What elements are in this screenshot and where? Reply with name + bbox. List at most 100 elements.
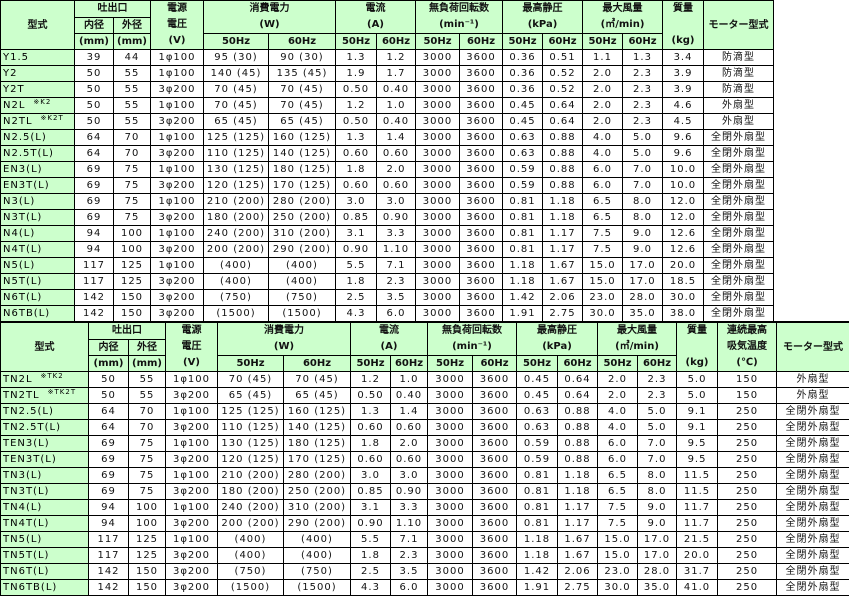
data-cell: 3000: [428, 564, 473, 580]
data-cell: 全閉外扇型: [777, 420, 849, 436]
data-cell: 180 (125): [284, 436, 351, 452]
data-cell: 50: [75, 114, 114, 130]
data-cell: 110 (125): [204, 146, 269, 162]
data-cell: 180 (200): [218, 484, 284, 500]
model-name: TN4T(L): [3, 518, 49, 529]
header-speed: 無負荷回転数(min⁻¹): [416, 1, 503, 34]
data-cell: 0.63: [503, 130, 543, 146]
data-cell: 1.4: [377, 130, 416, 146]
data-cell: 2.0: [377, 162, 416, 178]
data-cell: (1500): [269, 306, 336, 322]
data-cell: 94: [89, 516, 129, 532]
data-cell: 0.51: [543, 50, 583, 66]
data-cell: (1500): [218, 580, 284, 596]
data-cell: 3000: [416, 98, 460, 114]
data-cell: 3000: [416, 194, 460, 210]
data-cell: 3600: [473, 468, 517, 484]
data-cell: 0.59: [517, 436, 558, 452]
data-cell: 1.18: [503, 258, 543, 274]
data-cell: 1φ100: [151, 226, 204, 242]
data-cell: 0.81: [517, 516, 558, 532]
data-cell: 20.0: [663, 258, 704, 274]
data-cell: 110 (125): [218, 420, 284, 436]
data-cell: 1.42: [517, 564, 558, 580]
model-cell: Y1.5: [1, 50, 75, 66]
data-cell: 142: [75, 306, 114, 322]
data-cell: 4.3: [351, 580, 391, 596]
data-cell: 2.75: [543, 306, 583, 322]
data-cell: 全閉外扇型: [704, 258, 774, 274]
model-cell: N2.5(L): [1, 130, 75, 146]
data-cell: 3φ200: [166, 484, 218, 500]
model-cell: TEN3T(L): [1, 452, 89, 468]
data-cell: 3000: [428, 388, 473, 404]
data-cell: 0.64: [558, 388, 598, 404]
data-cell: 0.59: [517, 452, 558, 468]
data-cell: 2.3: [638, 372, 677, 388]
data-cell: 70 (45): [284, 372, 351, 388]
header-60hz: 60Hz: [558, 356, 598, 372]
data-cell: 30.0: [583, 306, 623, 322]
data-cell: 1.8: [351, 548, 391, 564]
model-cell: TN6TB(L): [1, 580, 89, 596]
data-cell: 240 (200): [204, 226, 269, 242]
data-cell: 3000: [428, 500, 473, 516]
header-outer: 外径: [114, 17, 151, 34]
data-cell: 5.0: [638, 420, 677, 436]
data-cell: 11.7: [677, 500, 718, 516]
data-cell: 150: [718, 372, 777, 388]
data-cell: 外扇型: [704, 114, 774, 130]
data-cell: 200 (200): [204, 242, 269, 258]
data-cell: (400): [204, 258, 269, 274]
data-cell: 3000: [428, 580, 473, 596]
data-cell: 1.18: [503, 274, 543, 290]
data-cell: 3600: [460, 258, 503, 274]
data-cell: 250: [718, 420, 777, 436]
data-cell: 3600: [473, 516, 517, 532]
data-cell: 28.0: [638, 564, 677, 580]
data-cell: 3φ200: [151, 290, 204, 306]
model-cell: N6TB(L): [1, 306, 75, 322]
data-cell: 7.5: [598, 516, 638, 532]
data-cell: 3.0: [336, 194, 377, 210]
data-cell: 250 (200): [284, 484, 351, 500]
data-cell: 3φ200: [151, 306, 204, 322]
model-cell: TN2TL※TK2T: [1, 388, 89, 404]
data-cell: 1.18: [517, 532, 558, 548]
data-cell: 全閉外扇型: [777, 548, 849, 564]
data-cell: 64: [89, 404, 129, 420]
data-cell: 3.0: [391, 468, 428, 484]
data-cell: 250: [718, 516, 777, 532]
data-cell: 64: [75, 130, 114, 146]
data-cell: 21.5: [677, 532, 718, 548]
data-cell: 95 (30): [204, 50, 269, 66]
data-cell: 2.06: [558, 564, 598, 580]
data-cell: 150: [114, 290, 151, 306]
data-cell: 2.0: [583, 66, 623, 82]
data-cell: 1.8: [336, 274, 377, 290]
data-cell: 全閉外扇型: [777, 436, 849, 452]
data-cell: 9.0: [623, 226, 663, 242]
data-cell: 1φ100: [151, 66, 204, 82]
data-cell: (1500): [204, 306, 269, 322]
header-mass: 質量(kg): [663, 1, 704, 50]
data-cell: 70 (45): [204, 82, 269, 98]
data-cell: 35.0: [638, 580, 677, 596]
data-cell: 0.52: [543, 82, 583, 98]
model-cell: TEN3(L): [1, 436, 89, 452]
data-cell: 9.6: [663, 130, 704, 146]
data-cell: 3000: [428, 548, 473, 564]
data-cell: 6.0: [377, 306, 416, 322]
header-50hz: 50Hz: [204, 34, 269, 50]
header-unit-mm: (mm): [89, 356, 129, 372]
data-cell: 6.0: [583, 178, 623, 194]
data-cell: 3φ200: [151, 178, 204, 194]
model-note: ※TK2: [41, 372, 64, 380]
data-cell: 3600: [460, 210, 503, 226]
